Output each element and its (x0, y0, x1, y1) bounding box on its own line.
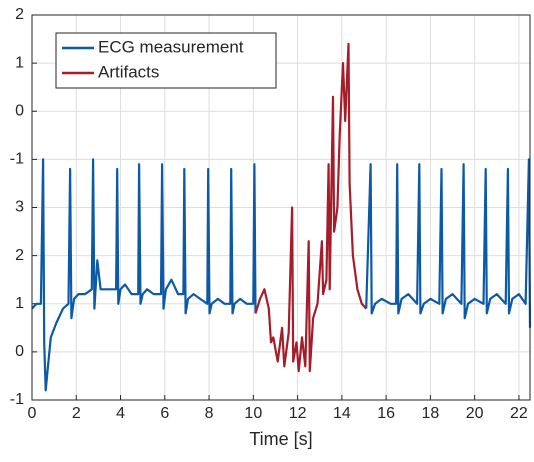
x-tick-label: 6 (160, 405, 169, 422)
x-tick-label: 20 (466, 405, 484, 422)
y-tick-label: 1 (15, 54, 24, 71)
y-tick-label: 2 (15, 247, 24, 264)
x-tick-label: 2 (72, 405, 81, 422)
x-tick-label: 10 (244, 405, 262, 422)
y-tick-label: 1 (15, 295, 24, 312)
x-tick-label: 12 (289, 405, 307, 422)
x-tick-label: 14 (333, 405, 351, 422)
axes-box (31, 14, 531, 401)
y-tick-label: 3 (15, 199, 24, 216)
y-tick-label: 0 (15, 102, 24, 119)
data-line (31, 158, 532, 392)
x-tick-label: 4 (116, 405, 125, 422)
x-tick-label: 8 (205, 405, 214, 422)
legend-label: ECG measurement (98, 37, 244, 56)
legend-box (55, 32, 277, 89)
y-tick-label: 2 (15, 6, 24, 23)
y-tick-label: -1 (10, 391, 24, 408)
y-tick-label: 0 (15, 343, 24, 360)
x-tick-label: 0 (28, 405, 37, 422)
x-tick-label: 16 (377, 405, 395, 422)
x-tick-label: 18 (422, 405, 440, 422)
y-tick-label: -1 (10, 151, 24, 168)
legend-label: Artifacts (98, 62, 159, 81)
data-line (254, 42, 368, 373)
x-axis-label: Time [s] (249, 429, 312, 449)
x-tick-label: 22 (510, 405, 528, 422)
